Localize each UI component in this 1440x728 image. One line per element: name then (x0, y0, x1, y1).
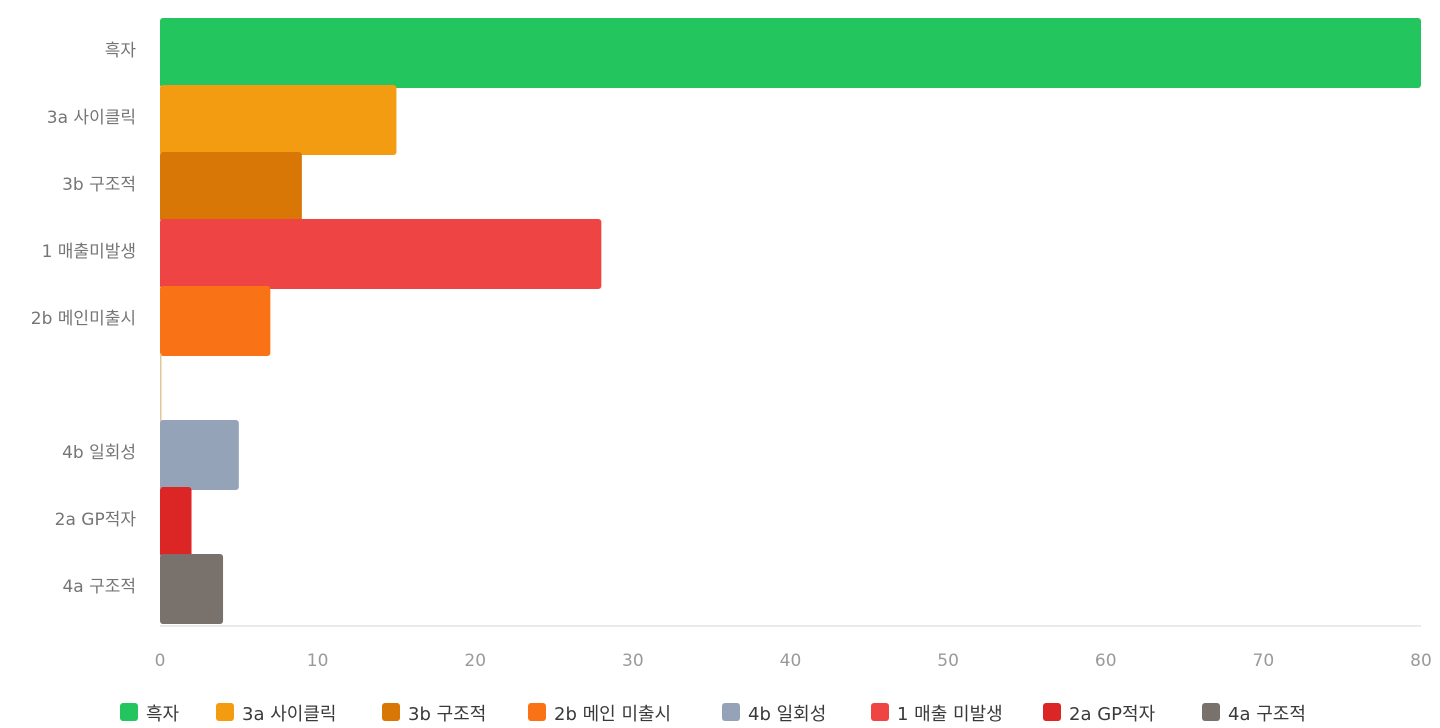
category-labels: 흑자 3a 사이클릭 3b 구조적 1 매출미발생 2b 메인미출시 4b 일회성 2a G… (31, 41, 137, 597)
legend-label: 2a GP적자 (1069, 704, 1156, 725)
legend-label: 1 매출 미발생 (897, 704, 1003, 725)
x-tick-label: 50 (937, 651, 959, 671)
legend-item[interactable]: 2a GP적자 (1043, 703, 1156, 725)
bar-7[interactable] (160, 487, 192, 557)
category-label: 2a GP적자 (55, 510, 137, 530)
legend-item[interactable]: 흑자 (120, 703, 180, 725)
bar-0[interactable] (160, 18, 1421, 88)
x-tick-label: 70 (1253, 651, 1275, 671)
bar-5[interactable] (160, 353, 162, 423)
legend-item[interactable]: 1 매출 미발생 (871, 703, 1003, 725)
legend-swatch (528, 703, 546, 721)
legend-item[interactable]: 4a 구조적 (1202, 703, 1306, 725)
legend-swatch (120, 703, 138, 721)
bar-1[interactable] (160, 85, 397, 155)
legend-item[interactable]: 2b 메인 미출시 (528, 703, 671, 725)
category-label: 4b 일회성 (62, 443, 136, 463)
category-label: 4a 구조적 (62, 577, 136, 597)
x-tick-label: 20 (464, 651, 486, 671)
legend-swatch (216, 703, 234, 721)
x-tick-label: 80 (1410, 651, 1432, 671)
category-label: 3a 사이클릭 (47, 108, 136, 128)
category-label: 3b 구조적 (62, 175, 136, 195)
bars-group (160, 18, 1421, 624)
x-tick-label: 60 (1095, 651, 1117, 671)
legend-label: 4a 구조적 (1228, 704, 1306, 725)
legend-swatch (1202, 703, 1220, 721)
legend-label: 2b 메인 미출시 (554, 704, 671, 725)
category-label: 1 매출미발생 (42, 242, 136, 262)
x-tick-label: 30 (622, 651, 644, 671)
legend-item[interactable]: 3a 사이클릭 (216, 703, 336, 725)
legend-label: 흑자 (146, 704, 180, 725)
legend-swatch (722, 703, 740, 721)
legend-item[interactable]: 3b 구조적 (382, 703, 486, 725)
bar-6[interactable] (160, 420, 239, 490)
legend-swatch (871, 703, 889, 721)
bar-3[interactable] (160, 219, 602, 289)
legend-label: 3b 구조적 (408, 704, 486, 725)
legend-label: 3a 사이클릭 (242, 704, 336, 725)
category-label: 흑자 (105, 41, 137, 61)
legend-swatch (1043, 703, 1061, 721)
legend-label: 4b 일회성 (748, 704, 826, 725)
category-label: 2b 메인미출시 (31, 309, 136, 329)
bar-2[interactable] (160, 152, 302, 222)
x-tick-label: 40 (780, 651, 802, 671)
x-tick-label: 10 (307, 651, 329, 671)
x-tick-label: 0 (155, 651, 166, 671)
legend-item[interactable]: 4b 일회성 (722, 703, 826, 725)
legend: 흑자 3a 사이클릭 3b 구조적 2b 메인 미출시 4b 일회성 1 매출 미발생 2a… (120, 703, 1306, 725)
bar-4[interactable] (160, 286, 271, 356)
bar-8[interactable] (160, 554, 224, 624)
legend-swatch (382, 703, 400, 721)
x-tick-labels: 0 10 20 30 40 50 60 70 80 (155, 651, 1432, 671)
